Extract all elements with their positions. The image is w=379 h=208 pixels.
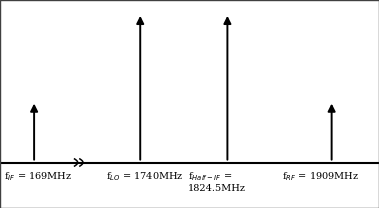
Text: f$_{LO}$ = 1740MHz: f$_{LO}$ = 1740MHz (106, 170, 184, 183)
Text: f$_{Half-IF}$ =
1824.5MHz: f$_{Half-IF}$ = 1824.5MHz (188, 170, 246, 193)
Text: f$_{RF}$ = 1909MHz: f$_{RF}$ = 1909MHz (282, 170, 359, 183)
Text: f$_{IF}$ = 169MHz: f$_{IF}$ = 169MHz (4, 170, 72, 183)
